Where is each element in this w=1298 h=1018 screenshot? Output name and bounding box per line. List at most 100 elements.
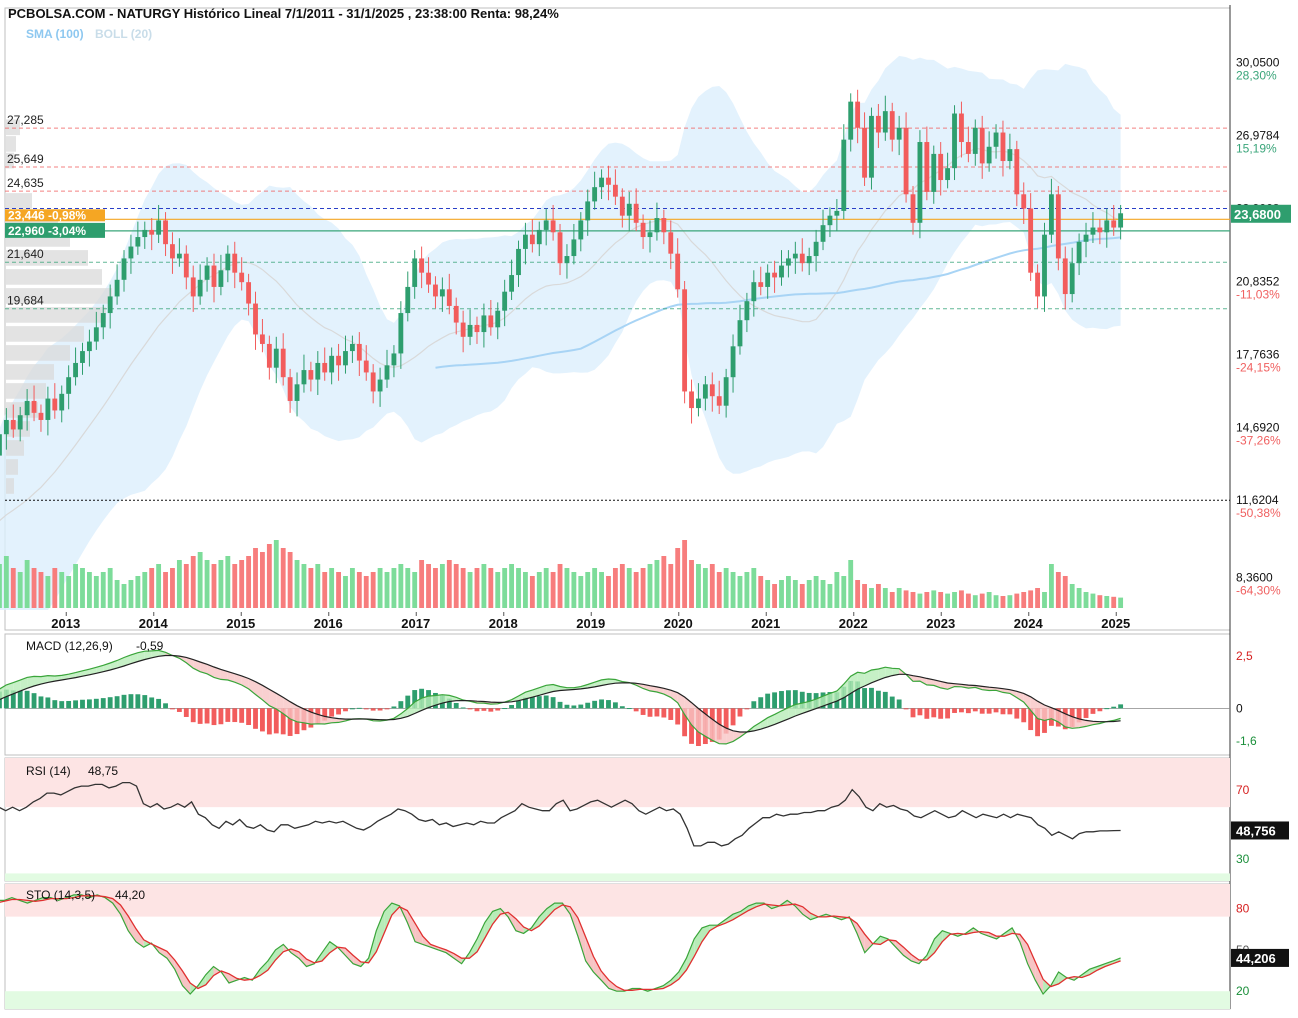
x-tick-label: 2014 [139,616,169,631]
candle [1077,242,1082,263]
candle [565,256,570,263]
volume-profile-bar [6,383,46,399]
candle [149,230,154,235]
candle [468,325,473,337]
candle [419,258,424,272]
macd-histogram-bar [648,708,653,716]
volume-bar [142,572,147,608]
candle [800,254,805,264]
price-tick-label: 17,7636 [1236,347,1280,361]
candle [599,178,604,188]
macd-histogram-bar [585,703,590,709]
volume-bar [1035,588,1040,608]
macd-histogram-bar [994,708,999,712]
volume-bar [814,576,819,608]
macd-histogram-bar [468,708,473,709]
volume-bar [1097,595,1102,608]
volume-bar [163,572,168,608]
level-label: 27,285 [7,113,44,127]
volume-bar [191,556,196,608]
x-tick-label: 2025 [1101,616,1130,631]
volume-profile-bar [6,326,84,342]
candle [876,116,881,133]
volume-bar [945,594,950,608]
macd-histogram-bar [620,706,625,708]
volume-bar [25,560,30,608]
volume-bar [537,572,542,608]
candle [1091,228,1096,235]
candle [11,420,16,430]
macd-histogram-bar [246,708,251,725]
macd-histogram-bar [45,697,50,708]
volume-bar [170,568,175,608]
macd-histogram-bar [32,693,37,708]
candle [122,258,127,279]
macd-histogram-bar [1097,708,1102,711]
macd-histogram-bar [904,708,909,709]
macd-histogram-bar [876,691,881,709]
macd-histogram-bar [122,695,127,709]
macd-histogram-bar [1118,704,1123,708]
volume-bar [765,580,770,608]
volume-bar [475,568,480,608]
volume-bar [1063,576,1068,608]
candle [1118,213,1123,227]
sto-fill [1028,944,1036,980]
macd-histogram-bar [461,707,466,708]
volume-bar [461,568,466,608]
macd-histogram-bar [163,703,168,708]
candle [218,270,223,287]
candle [648,232,653,237]
candle [454,306,459,323]
candle [516,249,521,275]
candle [848,102,853,140]
candle [558,232,563,263]
candle [717,396,722,406]
x-tick-label: 2022 [839,616,868,631]
sto-current: 44,20 [115,888,145,902]
candle [281,349,286,378]
candle [163,220,168,244]
sto-tick-80: 80 [1236,902,1250,916]
volume-bar [717,572,722,608]
volume-bar [129,580,134,608]
candle [814,242,819,256]
candle [461,323,466,337]
volume-bar [281,548,286,608]
volume-bar [966,594,971,608]
price-tick-pct: 15,19% [1236,141,1277,155]
macd-histogram-bar [156,699,161,708]
price-tick-label: 20,8352 [1236,274,1280,288]
candle [191,277,196,296]
price-tick-label: 11,6204 [1236,493,1279,507]
candle [744,301,749,320]
candle [267,344,272,368]
macd-histogram-bar [502,708,507,709]
candle [170,244,175,258]
volume-bar [1118,598,1123,608]
candle [4,420,9,434]
candle [952,114,957,169]
volume-bar [357,572,362,608]
price-tick-pct: 28,30% [1236,68,1277,82]
macd-histogram-bar [481,708,486,710]
candle [350,344,355,351]
candle [530,235,535,245]
volume-bar [4,556,9,608]
macd-tick-label: -1,6 [1236,734,1257,748]
macd-line [0,650,1121,744]
x-tick-label: 2018 [489,616,518,631]
volume-bar [315,564,320,608]
level-label: 25,649 [7,152,44,166]
candle [828,216,833,226]
macd-histogram-bar [516,701,521,708]
volume-bar [565,568,570,608]
candle [841,140,846,211]
volume-bar [738,576,743,608]
rsi-current: 48,75 [88,764,118,778]
macd-tick-label: 2,5 [1236,649,1253,663]
volume-bar [1042,592,1047,608]
candle [613,185,618,197]
macd-histogram-bar [1007,708,1012,714]
